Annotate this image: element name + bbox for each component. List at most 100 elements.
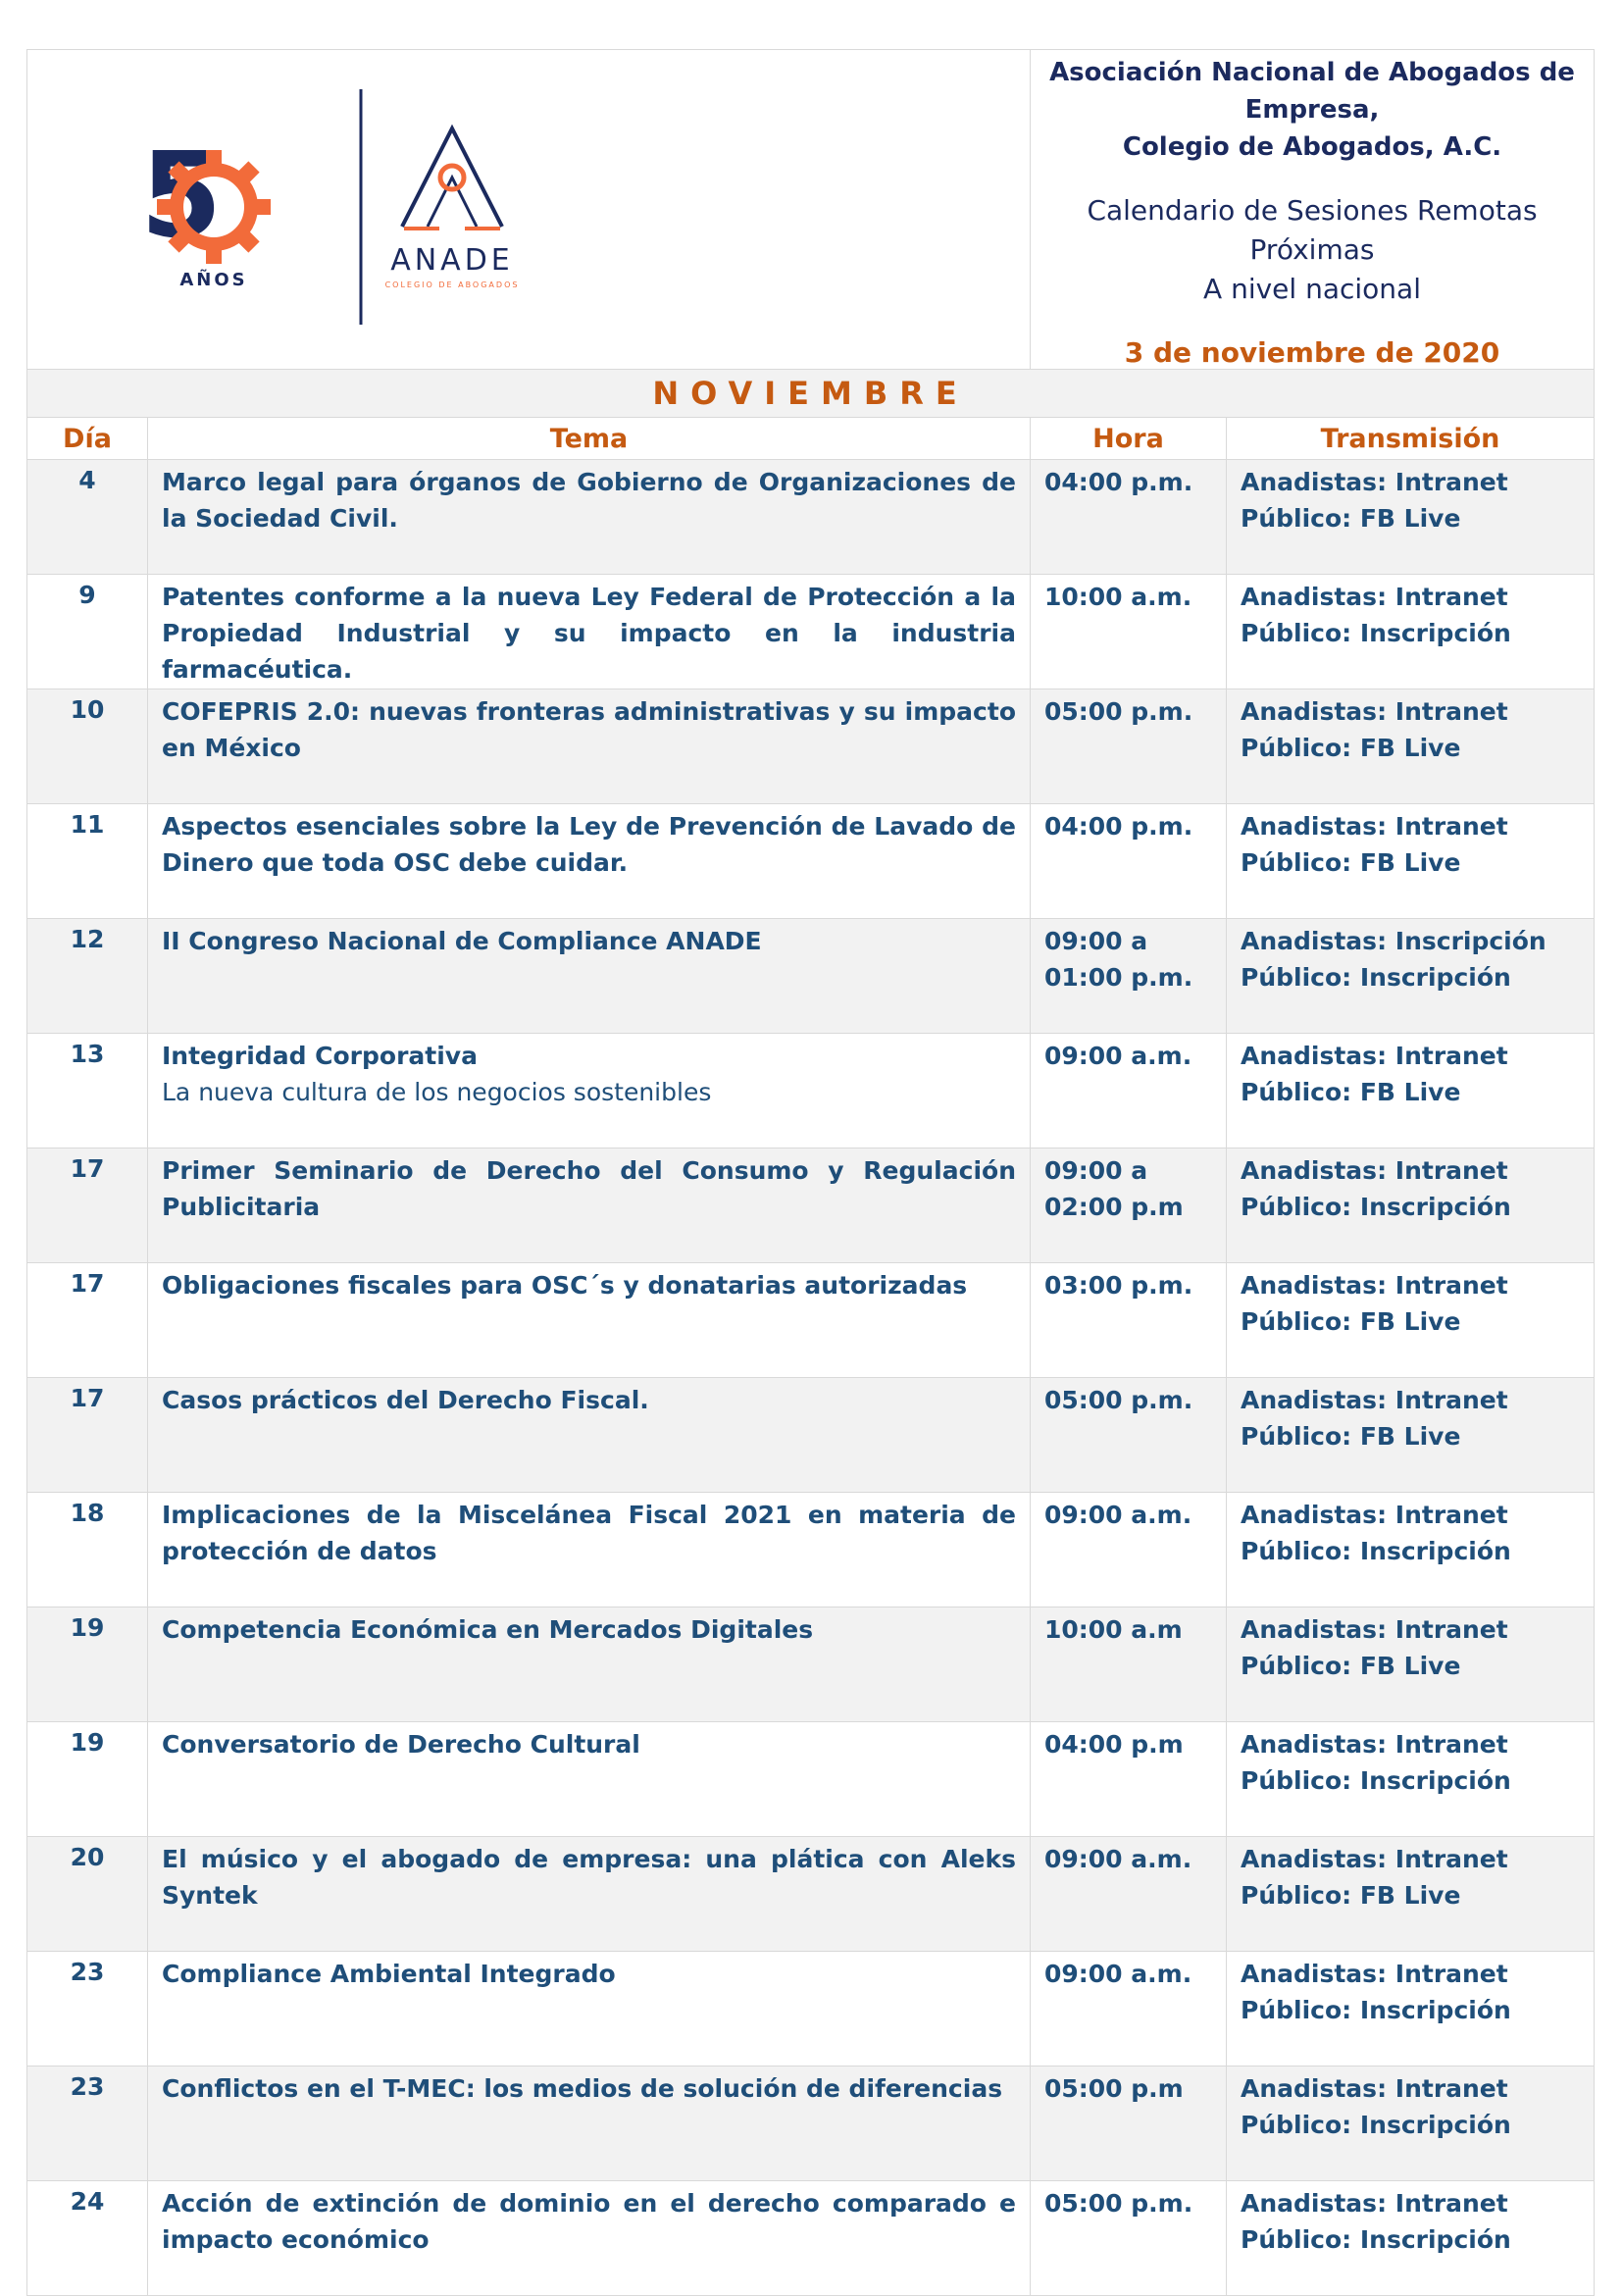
anadistas-channel: Anadistas: Intranet xyxy=(1241,697,1508,726)
time-cell: 09:00 a.m. xyxy=(1030,1033,1227,1148)
subtitle-line-2: A nivel nacional xyxy=(1203,273,1421,305)
day-cell: 20 xyxy=(26,1836,148,1952)
topic-cell: Casos prácticos del Derecho Fiscal. xyxy=(147,1377,1031,1493)
time-cell: 09:00 a 02:00 p.m xyxy=(1030,1148,1227,1263)
logos: 5 AÑOS xyxy=(140,89,517,325)
calendar-table: 5 AÑOS xyxy=(25,49,1596,2296)
topic-cell: Patentes conforme a la nueva Ley Federal… xyxy=(147,574,1031,689)
anadistas-channel: Anadistas: Inscripción xyxy=(1241,927,1546,955)
table-row: 18 Implicaciones de la Miscelánea Fiscal … xyxy=(26,1492,1596,1607)
publico-channel: Público: FB Live xyxy=(1241,1307,1461,1336)
time-cell: 05:00 p.m. xyxy=(1030,2180,1227,2296)
subtitle-line-1: Calendario de Sesiones Remotas Próximas xyxy=(1087,194,1538,266)
time-cell: 09:00 a.m. xyxy=(1030,1836,1227,1952)
org-line-1: Asociación Nacional de Abogados de Empre… xyxy=(1049,58,1575,125)
topic-cell: COFEPRIS 2.0: nuevas fronteras administr… xyxy=(147,689,1031,804)
transmission-cell: Anadistas: Intranet Público: Inscripción xyxy=(1225,2180,1596,2296)
topic-cell: Aspectos esenciales sobre la Ley de Prev… xyxy=(147,803,1031,919)
day-cell: 18 xyxy=(26,1492,148,1607)
day-cell: 19 xyxy=(26,1721,148,1837)
day-cell: 11 xyxy=(26,803,148,919)
document-subtitle: Calendario de Sesiones Remotas Próximas … xyxy=(1031,191,1594,309)
day-cell: 23 xyxy=(26,2066,148,2181)
anadistas-channel: Anadistas: Intranet xyxy=(1241,1386,1508,1414)
table-row: 24 Acción de extinción de dominio en el d… xyxy=(26,2180,1596,2296)
topic-title: Competencia Económica en Mercados Digita… xyxy=(162,1615,814,1644)
publico-channel: Público: Inscripción xyxy=(1241,1537,1511,1565)
column-header-hora: Hora xyxy=(1030,417,1227,460)
transmission-cell: Anadistas: Intranet Público: FB Live xyxy=(1225,803,1596,919)
time-cell: 04:00 p.m. xyxy=(1030,803,1227,919)
publico-channel: Público: Inscripción xyxy=(1241,1193,1511,1221)
day-cell: 17 xyxy=(26,1377,148,1493)
topic-cell: Marco legal para órganos de Gobierno de … xyxy=(147,459,1031,575)
topic-subtitle: La nueva cultura de los negocios sosteni… xyxy=(162,1078,712,1106)
publico-channel: Público: FB Live xyxy=(1241,504,1461,533)
topic-cell: Primer Seminario de Derecho del Consumo … xyxy=(147,1148,1031,1263)
transmission-cell: Anadistas: Intranet Público: Inscripción xyxy=(1225,574,1596,689)
publico-channel: Público: FB Live xyxy=(1241,734,1461,762)
day-cell: 4 xyxy=(26,459,148,575)
time-cell: 10:00 a.m xyxy=(1030,1607,1227,1722)
day-cell: 10 xyxy=(26,689,148,804)
anadistas-channel: Anadistas: Intranet xyxy=(1241,1730,1508,1759)
anadistas-channel: Anadistas: Intranet xyxy=(1241,1501,1508,1529)
topic-title: Acción de extinción de dominio en el der… xyxy=(162,2189,1016,2254)
table-row: 13 Integridad Corporativa La nueva cultura… xyxy=(26,1033,1596,1148)
topic-cell: Conflictos en el T-MEC: los medios de so… xyxy=(147,2066,1031,2181)
table-row: 23 Compliance Ambiental Integrado 09:00 a.… xyxy=(26,1951,1596,2066)
topic-title: Aspectos esenciales sobre la Ley de Prev… xyxy=(162,812,1016,877)
transmission-cell: Anadistas: Intranet Público: Inscripción xyxy=(1225,1492,1596,1607)
time-cell: 04:00 p.m xyxy=(1030,1721,1227,1837)
org-name: Asociación Nacional de Abogados de Empre… xyxy=(1031,54,1594,166)
anadistas-channel: Anadistas: Intranet xyxy=(1241,468,1508,496)
topic-title: Conversatorio de Derecho Cultural xyxy=(162,1730,640,1759)
publico-channel: Público: Inscripción xyxy=(1241,1996,1511,2024)
topic-title: Patentes conforme a la nueva Ley Federal… xyxy=(162,583,1016,684)
transmission-cell: Anadistas: Intranet Público: FB Live xyxy=(1225,1836,1596,1952)
topic-title: Implicaciones de la Miscelánea Fiscal 20… xyxy=(162,1501,1016,1565)
publico-channel: Público: FB Live xyxy=(1241,1422,1461,1451)
transmission-cell: Anadistas: Intranet Público: Inscripción xyxy=(1225,1951,1596,2066)
topic-cell: Acción de extinción de dominio en el der… xyxy=(147,2180,1031,2296)
column-header-tema: Tema xyxy=(147,417,1031,460)
anadistas-channel: Anadistas: Intranet xyxy=(1241,1845,1508,1873)
time-cell: 09:00 a.m. xyxy=(1030,1492,1227,1607)
topic-title: Integridad Corporativa xyxy=(162,1042,478,1070)
transmission-cell: Anadistas: Inscripción Público: Inscripci… xyxy=(1225,918,1596,1034)
logo-anos-label: AÑOS xyxy=(179,268,247,290)
anadistas-channel: Anadistas: Intranet xyxy=(1241,1960,1508,1988)
time-cell: 04:00 p.m. xyxy=(1030,459,1227,575)
topic-cell: Integridad Corporativa La nueva cultura d… xyxy=(147,1033,1031,1148)
publico-channel: Público: FB Live xyxy=(1241,1652,1461,1680)
topic-cell: Obligaciones fiscales para OSC´s y donat… xyxy=(147,1262,1031,1378)
column-header-transmision: Transmisión xyxy=(1225,417,1596,460)
topic-title: Casos prácticos del Derecho Fiscal. xyxy=(162,1386,649,1414)
topic-cell: El músico y el abogado de empresa: una p… xyxy=(147,1836,1031,1952)
title-cell: Asociación Nacional de Abogados de Empre… xyxy=(1029,49,1596,370)
anadistas-channel: Anadistas: Intranet xyxy=(1241,2074,1508,2103)
topic-title: Obligaciones fiscales para OSC´s y donat… xyxy=(162,1271,968,1300)
time-cell: 09:00 a.m. xyxy=(1030,1951,1227,2066)
table-row: 12 II Congreso Nacional de Compliance ANA… xyxy=(26,918,1596,1034)
anadistas-channel: Anadistas: Intranet xyxy=(1241,1042,1508,1070)
topic-cell: II Congreso Nacional de Compliance ANADE xyxy=(147,918,1031,1034)
publico-channel: Público: FB Live xyxy=(1241,1078,1461,1106)
transmission-cell: Anadistas: Intranet Público: FB Live xyxy=(1225,1377,1596,1493)
column-headers: Día Tema Hora Transmisión xyxy=(26,417,1596,460)
day-cell: 24 xyxy=(26,2180,148,2296)
transmission-cell: Anadistas: Intranet Público: FB Live xyxy=(1225,1262,1596,1378)
publico-channel: Público: Inscripción xyxy=(1241,2225,1511,2254)
org-line-2: Colegio de Abogados, A.C. xyxy=(1122,132,1502,162)
document-date: 3 de noviembre de 2020 xyxy=(1124,336,1500,369)
table-row: 11 Aspectos esenciales sobre la Ley de Pr… xyxy=(26,803,1596,919)
transmission-cell: Anadistas: Intranet Público: FB Live xyxy=(1225,459,1596,575)
topic-title: Marco legal para órganos de Gobierno de … xyxy=(162,468,1016,533)
day-cell: 9 xyxy=(26,574,148,689)
time-cell: 03:00 p.m. xyxy=(1030,1262,1227,1378)
month-heading: NOVIEMBRE xyxy=(25,369,1596,418)
topic-title: Primer Seminario de Derecho del Consumo … xyxy=(162,1156,1016,1221)
publico-channel: Público: Inscripción xyxy=(1241,963,1511,992)
time-cell: 05:00 p.m. xyxy=(1030,1377,1227,1493)
day-cell: 12 xyxy=(26,918,148,1034)
